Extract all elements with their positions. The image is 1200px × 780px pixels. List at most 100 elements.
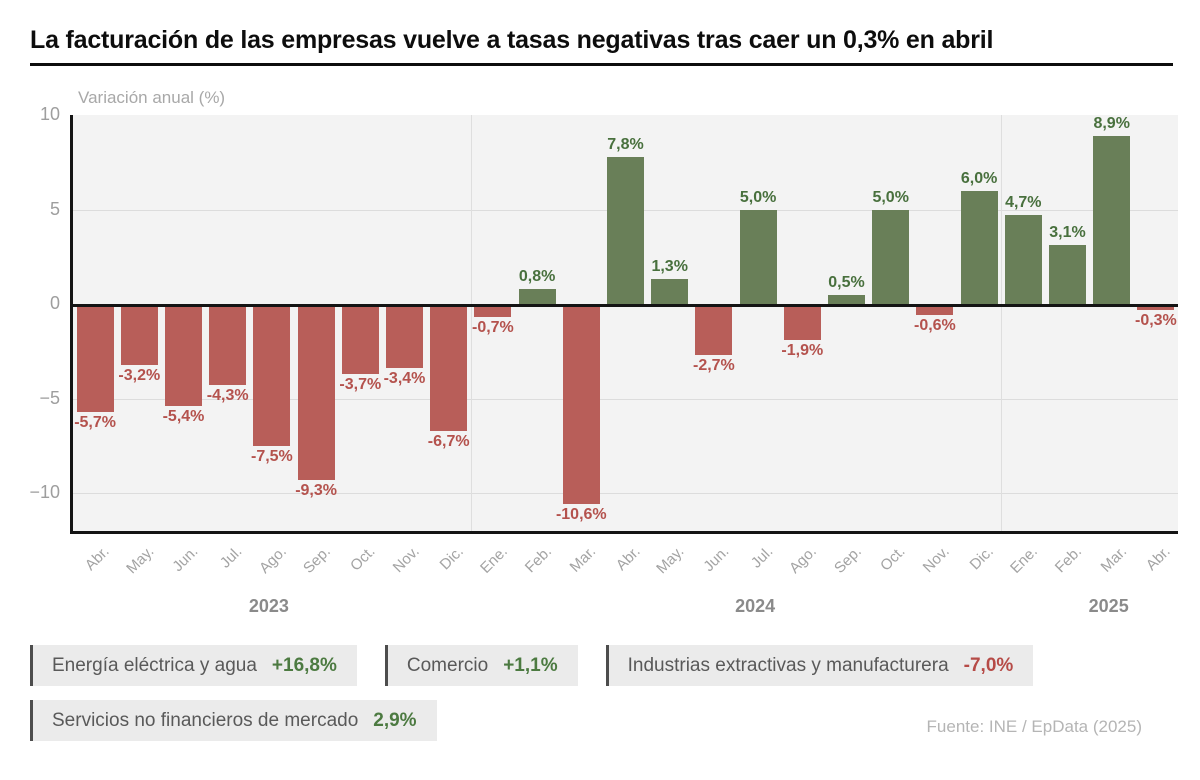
bar-value-label: -3,7% [339,375,382,393]
legend-row-1: Energía eléctrica y agua +16,8% Comercio… [30,645,1034,686]
month-tick-label: Nov. [919,543,953,577]
bar-value-label: -7,5% [250,447,293,465]
year-label: 2025 [1088,596,1129,616]
bar-value-label: -5,7% [74,413,116,431]
bar [695,304,733,355]
bar [474,304,512,318]
month-tick-label: Ene. [1007,543,1042,577]
bar [607,156,644,304]
month-tick-label: Feb. [521,543,556,577]
bar [828,294,865,304]
month-tick-label: Oct. [877,543,909,575]
page-title: La facturación de las empresas vuelve a … [30,26,994,54]
bar-value-label: 3,1% [1049,224,1086,242]
bar-value-label: -9,3% [295,481,337,499]
badge-energia: Energía eléctrica y agua +16,8% [30,645,357,686]
plot-area: -5,7% -3,2% -5,4% -4,3% -7,5% -9,3% -3,7% -3,4%… [70,115,1178,534]
zero-axis-line [73,304,1178,307]
y-tick-label: 0 [49,293,60,313]
bar-value-label: -1,9% [781,341,824,359]
bar-value-label: 6,0% [960,169,998,187]
bar-value-label: -5,4% [162,408,205,426]
bar [960,190,998,304]
bar-value-label: -0,6% [913,317,956,335]
month-tick-label: Mar. [566,543,600,576]
month-tick-label: Ago. [256,543,290,577]
bar-value-label: -2,7% [692,357,735,374]
source-credit: Fuente: INE / EpData (2025) [926,717,1142,736]
month-tick-label: May. [123,543,158,578]
y-tick-label: 5 [49,198,60,219]
bar-value-label: -3,2% [118,366,161,384]
bar [916,304,954,316]
bar [562,304,600,505]
badge-label: Servicios no financieros de mercado [52,709,359,731]
badge-label: Comercio [406,654,489,676]
year-label: 2024 [735,596,776,616]
month-tick-label: Jun. [699,543,732,576]
bar [872,209,910,304]
bar-value-label: 5,0% [739,188,777,206]
bar [386,304,423,369]
month-tick-label: Mar. [1097,543,1130,576]
badge-value: +1,1% [503,654,558,676]
month-tick-label: Abr. [82,543,114,574]
bar [253,304,291,446]
bar [341,304,379,374]
y-tick-label: −10 [29,482,60,502]
bar [297,304,335,480]
bar-value-label: 0,5% [828,273,865,291]
badge-value: +16,8% [271,654,337,676]
badge-servicios: Servicios no financieros de mercado 2,9% [30,700,437,741]
bar [518,288,556,304]
bar [783,304,821,340]
bar-value-label: -10,6% [555,506,607,524]
bar-value-label: -0,7% [471,319,514,337]
month-tick-label: Nov. [389,543,423,577]
bar [120,304,158,365]
badge-label: Energía eléctrica y agua [52,654,257,676]
gridline-horizontal [73,493,1178,494]
bar [430,304,468,431]
bar [1049,245,1086,304]
month-tick-label: Ago. [786,543,821,577]
month-tick-label: Abr. [1143,543,1174,574]
y-axis-title: Variación anual (%) [78,88,226,107]
bar-value-label: 1,3% [651,258,688,276]
month-tick-label: Sep. [300,543,335,577]
bar [1004,215,1042,304]
bar-value-label: 7,8% [607,135,644,153]
year-label: 2023 [248,596,289,616]
month-tick-label: Ene. [477,543,511,577]
bar-value-label: 8,9% [1093,114,1130,132]
y-tick-label: 10 [39,104,60,124]
bar-value-label: -0,3% [1134,311,1177,329]
title-underline [30,63,1173,66]
month-tick-label: Sep. [830,543,865,577]
month-tick-label: Feb. [1052,543,1086,577]
gridline-year-separator [470,115,472,531]
gridline-year-separator [1001,115,1003,531]
y-tick-label: −5 [39,387,60,408]
badge-label: Industrias extractivas y manufacturera [627,654,949,676]
gridline-horizontal [73,398,1178,400]
month-tick-label: Abr. [612,543,644,574]
month-tick-label: Oct. [346,543,379,575]
bar [209,304,247,386]
badge-industrias: Industrias extractivas y manufacturera -… [605,645,1034,686]
bar [651,279,689,304]
month-tick-label: Dic. [966,543,998,574]
month-tick-label: Dic. [436,543,467,574]
legend-row-2: Servicios no financieros de mercado 2,9% [30,700,437,741]
month-tick-label: Jul. [217,543,246,572]
month-tick-label: Jul. [747,543,777,572]
bar-value-label: 5,0% [872,188,909,206]
bar [1093,135,1131,304]
bar [76,304,114,412]
bar-value-label: 0,8% [518,267,556,285]
bar [739,209,777,304]
bar [165,304,202,407]
badge-value: 2,9% [373,709,417,731]
month-tick-label: May. [653,543,688,578]
month-tick-label: Jun. [169,543,202,576]
